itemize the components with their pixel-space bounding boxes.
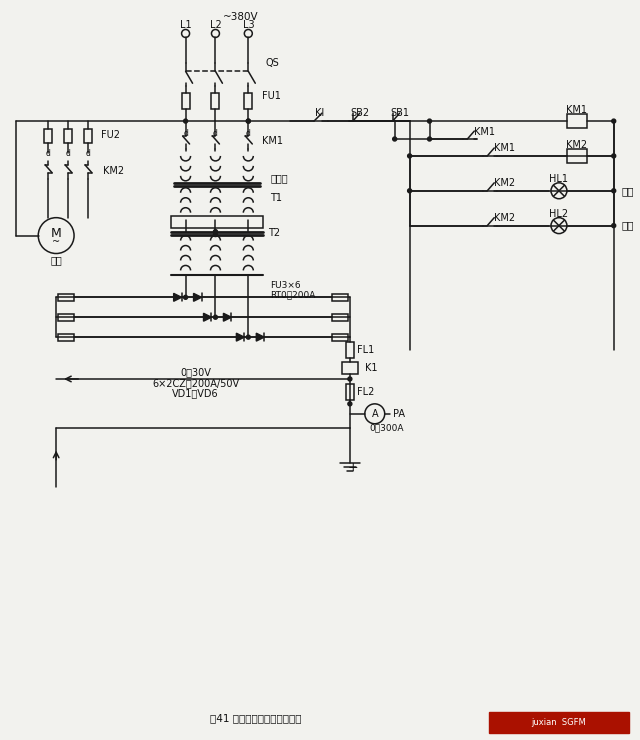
Text: KM1: KM1 bbox=[474, 127, 495, 137]
Text: QS: QS bbox=[265, 58, 279, 68]
Text: ~: ~ bbox=[52, 237, 60, 246]
Bar bbox=[332, 294, 348, 300]
Text: SB1: SB1 bbox=[390, 108, 409, 118]
Circle shape bbox=[214, 229, 218, 234]
Bar bbox=[58, 314, 74, 320]
Text: 运行: 运行 bbox=[621, 186, 634, 196]
Text: KM2: KM2 bbox=[494, 212, 515, 223]
Text: 风扇: 风扇 bbox=[51, 255, 62, 266]
Polygon shape bbox=[256, 333, 264, 341]
Text: L1: L1 bbox=[180, 19, 191, 30]
Text: d: d bbox=[45, 149, 51, 158]
Text: FL2: FL2 bbox=[357, 387, 374, 397]
Circle shape bbox=[612, 189, 616, 193]
Text: d: d bbox=[213, 129, 218, 138]
Text: 0～300A: 0～300A bbox=[370, 423, 404, 432]
Text: HL2: HL2 bbox=[549, 209, 568, 219]
Text: KM1: KM1 bbox=[494, 143, 515, 153]
Circle shape bbox=[408, 189, 412, 193]
Circle shape bbox=[612, 119, 616, 123]
Bar bbox=[64, 129, 72, 143]
Text: PA: PA bbox=[393, 408, 404, 419]
Text: M: M bbox=[51, 227, 61, 240]
Text: VD1～VD6: VD1～VD6 bbox=[172, 388, 219, 398]
Text: FU2: FU2 bbox=[101, 130, 120, 140]
Bar bbox=[346, 384, 354, 400]
Polygon shape bbox=[236, 333, 244, 341]
Bar bbox=[182, 93, 189, 109]
Text: KM1: KM1 bbox=[566, 105, 588, 115]
Text: 调压器: 调压器 bbox=[270, 173, 288, 183]
Text: ~380V: ~380V bbox=[223, 12, 258, 21]
Text: d: d bbox=[86, 149, 90, 158]
Text: T2: T2 bbox=[268, 228, 280, 238]
Text: 图41 利用硅整流器件电镀线路: 图41 利用硅整流器件电镀线路 bbox=[209, 713, 301, 724]
Circle shape bbox=[184, 295, 188, 299]
Text: juxian  SGFM: juxian SGFM bbox=[532, 718, 586, 727]
Text: 6×2CZ－200A/50V: 6×2CZ－200A/50V bbox=[152, 378, 239, 388]
Polygon shape bbox=[173, 293, 182, 301]
Bar bbox=[58, 334, 74, 340]
Bar bbox=[332, 314, 348, 320]
Circle shape bbox=[393, 137, 397, 141]
Bar bbox=[58, 294, 74, 300]
Circle shape bbox=[348, 402, 352, 406]
Circle shape bbox=[184, 119, 188, 123]
Bar bbox=[567, 149, 587, 163]
Text: KM2: KM2 bbox=[566, 140, 588, 150]
Circle shape bbox=[612, 223, 616, 228]
Text: KM2: KM2 bbox=[494, 178, 515, 188]
Text: d: d bbox=[66, 149, 70, 158]
Text: 0～30V: 0～30V bbox=[180, 367, 211, 377]
Bar bbox=[567, 114, 587, 128]
Text: KI: KI bbox=[316, 108, 324, 118]
Text: FL1: FL1 bbox=[357, 345, 374, 355]
Text: FU3×6: FU3×6 bbox=[270, 281, 301, 290]
Text: KM2: KM2 bbox=[103, 166, 124, 176]
Circle shape bbox=[214, 232, 218, 237]
Bar bbox=[211, 93, 220, 109]
Text: FU1: FU1 bbox=[262, 91, 281, 101]
Circle shape bbox=[612, 154, 616, 158]
Text: A: A bbox=[371, 408, 378, 419]
Text: d: d bbox=[246, 129, 251, 138]
Text: 停止: 停止 bbox=[621, 221, 634, 231]
Bar bbox=[171, 215, 263, 228]
Text: K1: K1 bbox=[365, 363, 378, 373]
Polygon shape bbox=[204, 313, 211, 321]
Text: d: d bbox=[183, 129, 188, 138]
Text: RT0－200A: RT0－200A bbox=[270, 291, 316, 300]
Text: L3: L3 bbox=[243, 19, 254, 30]
Text: +: + bbox=[348, 461, 358, 474]
Text: T1: T1 bbox=[270, 192, 282, 203]
Text: SB2: SB2 bbox=[350, 108, 369, 118]
Text: HL1: HL1 bbox=[550, 174, 568, 184]
Circle shape bbox=[348, 377, 352, 381]
Bar bbox=[84, 129, 92, 143]
Polygon shape bbox=[223, 313, 232, 321]
Circle shape bbox=[246, 119, 250, 123]
Circle shape bbox=[428, 119, 431, 123]
Bar bbox=[346, 342, 354, 358]
Circle shape bbox=[214, 315, 218, 319]
Bar bbox=[332, 334, 348, 340]
Bar bbox=[244, 93, 252, 109]
Circle shape bbox=[408, 154, 412, 158]
Bar bbox=[44, 129, 52, 143]
Text: KM1: KM1 bbox=[262, 136, 284, 146]
Circle shape bbox=[246, 335, 250, 339]
Circle shape bbox=[428, 137, 431, 141]
Bar bbox=[489, 712, 628, 733]
Text: L2: L2 bbox=[209, 19, 221, 30]
Polygon shape bbox=[193, 293, 202, 301]
Circle shape bbox=[246, 119, 250, 123]
Bar bbox=[342, 362, 358, 374]
